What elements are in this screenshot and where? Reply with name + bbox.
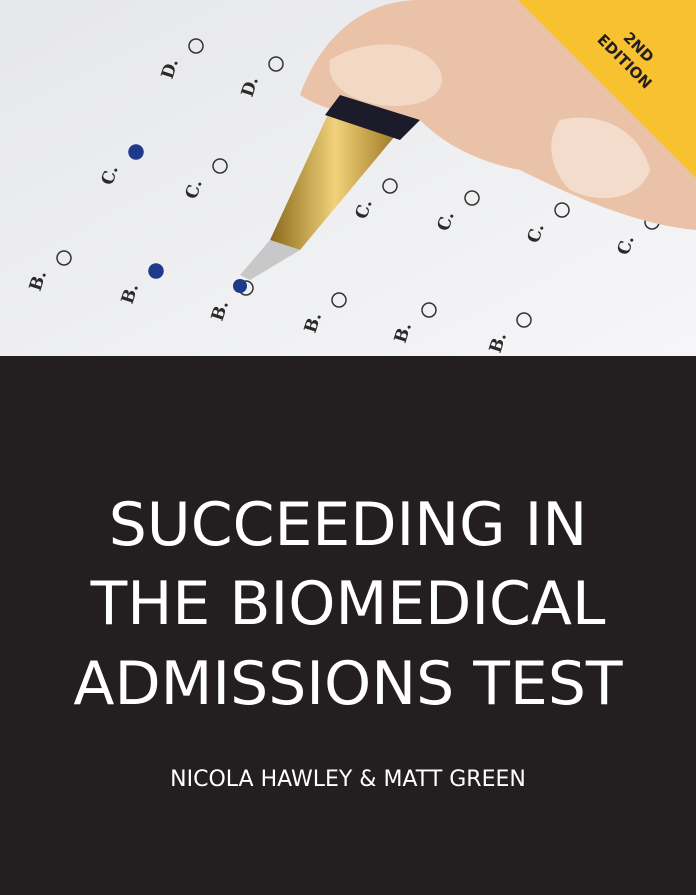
bubble: [382, 178, 398, 194]
thumb: [329, 44, 442, 106]
filled-bubble: [128, 144, 144, 160]
fingernail: [551, 117, 650, 199]
pen-body: [325, 95, 420, 140]
bubble: [331, 292, 347, 308]
title-line: ADMISSIONS TEST: [73, 649, 622, 719]
bubble: [464, 190, 480, 206]
pen-grip: [270, 110, 400, 250]
edition-banner: [518, 0, 696, 178]
bubble: [268, 56, 284, 72]
authors: NICOLA HAWLEY & MATT GREEN: [170, 767, 526, 792]
title-line: THE BIOMEDICAL: [90, 569, 606, 639]
bubble: [421, 302, 437, 318]
pen-tip: [240, 240, 300, 280]
bubble: [212, 158, 228, 174]
bubble: [188, 38, 204, 54]
bubble: [554, 202, 570, 218]
filled-bubble: [233, 279, 247, 293]
filled-bubble: [148, 263, 164, 279]
bubble: [56, 250, 72, 266]
bubble: [516, 312, 532, 328]
title-line: SUCCEEDING IN: [109, 490, 588, 560]
